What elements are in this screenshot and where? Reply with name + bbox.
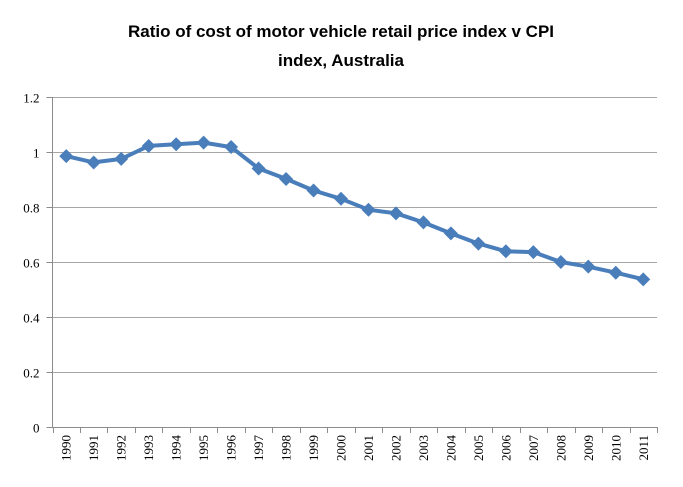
data-point-2001 — [361, 202, 376, 217]
x-tick-label: 2001 — [361, 435, 376, 461]
y-tick-label: 1 — [33, 146, 40, 161]
y-tick-label: 0.8 — [23, 201, 39, 216]
data-point-1990 — [59, 149, 74, 164]
x-tick-label: 2002 — [388, 435, 403, 461]
x-tick-label: 1997 — [251, 435, 266, 462]
series-line — [65, 140, 644, 282]
data-point-2004 — [443, 226, 458, 241]
gridlines — [52, 97, 657, 373]
data-point-1994 — [169, 137, 184, 152]
x-tick-label: 2007 — [526, 435, 541, 462]
x-tick-label: 1995 — [196, 435, 211, 461]
y-tick-label: 0 — [33, 421, 40, 436]
data-point-1995 — [196, 135, 211, 150]
chart-title: Ratio of cost of motor vehicle retail pr… — [128, 22, 554, 70]
x-tick-label: 2009 — [581, 435, 596, 461]
x-tick-label: 2006 — [498, 435, 513, 462]
data-point-1998 — [279, 171, 294, 186]
title-line-2: index, Australia — [278, 51, 405, 70]
x-tick-label: 1992 — [114, 435, 129, 461]
data-point-1993 — [141, 138, 156, 153]
x-tick-label: 1990 — [59, 435, 74, 461]
x-tick-label: 2005 — [471, 435, 486, 461]
data-point-1991 — [86, 155, 101, 170]
x-tick-label: 1998 — [279, 435, 294, 461]
data-point-2010 — [608, 265, 623, 280]
x-tick-label: 1999 — [306, 435, 321, 461]
x-tick-label: 2003 — [416, 435, 431, 461]
data-point-2007 — [526, 245, 541, 260]
y-tick-label: 0.4 — [23, 311, 40, 326]
y-axis: 0 0.2 0.4 0.6 0.8 1 1.2 — [23, 91, 53, 436]
x-tick-label: 1994 — [169, 435, 184, 462]
x-tick-label: 2000 — [334, 435, 349, 461]
data-point-1999 — [306, 183, 321, 198]
data-point-2000 — [334, 191, 349, 206]
data-point-2003 — [416, 215, 431, 230]
data-point-1997 — [251, 161, 266, 176]
x-axis: 1990 1991 1992 1993 1994 1995 1996 1997 1998 1999… — [52, 427, 658, 462]
y-tick-label: 1.2 — [23, 91, 39, 106]
data-point-2008 — [553, 255, 568, 269]
title-line-1: Ratio of cost of motor vehicle retail pr… — [128, 22, 554, 41]
x-tick-label: 2010 — [608, 435, 623, 461]
x-tick-label: 1991 — [86, 435, 101, 461]
x-tick-label: 2008 — [553, 435, 568, 461]
x-tick-label: 1993 — [141, 435, 156, 461]
x-tick-label: 2004 — [443, 435, 458, 462]
data-point-1996 — [224, 140, 239, 155]
x-tick-label: 1996 — [224, 435, 239, 462]
y-tick-label: 0.2 — [23, 366, 39, 381]
data-point-2006 — [498, 244, 513, 259]
y-tick-label: 0.6 — [23, 256, 40, 271]
data-point-2011 — [636, 272, 651, 287]
data-point-1992 — [114, 151, 129, 166]
data-point-2009 — [581, 259, 596, 274]
data-point-2005 — [471, 236, 486, 251]
x-tick-label: 2011 — [636, 435, 651, 461]
data-point-2002 — [388, 206, 403, 221]
series-ratio — [59, 135, 651, 287]
